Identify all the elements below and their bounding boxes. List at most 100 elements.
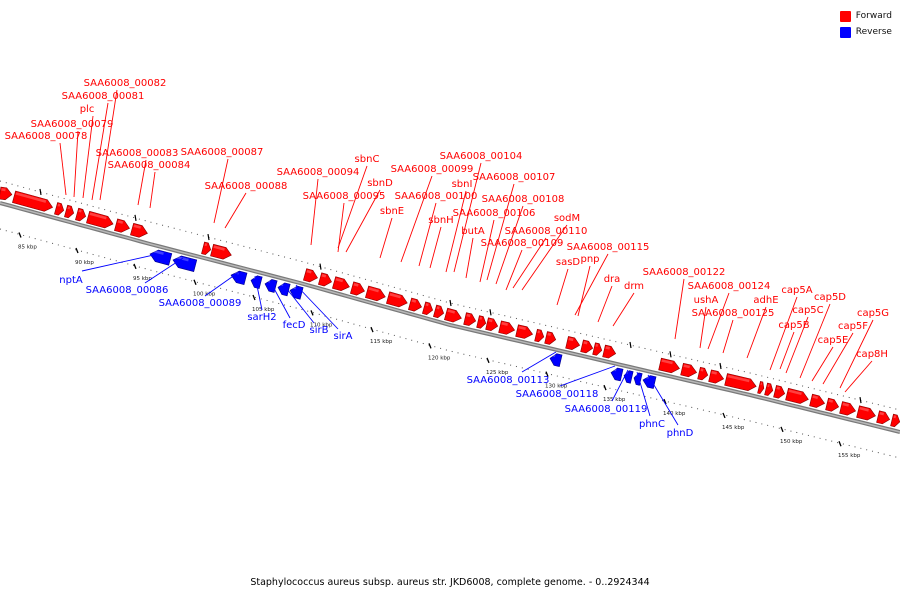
gene-arrow-highlight: [133, 224, 142, 229]
forward-gene-label: sasD: [556, 257, 581, 268]
scale-tick: [428, 343, 432, 349]
forward-gene-arrow[interactable]: [12, 190, 54, 213]
gene-arrow-shape: [544, 331, 557, 345]
forward-gene-arrow[interactable]: [602, 344, 617, 359]
forward-gene-arrow[interactable]: [498, 320, 516, 336]
forward-gene-arrow[interactable]: [303, 268, 319, 284]
gene-arrow-highlight: [266, 279, 271, 283]
gene-leader-line: [73, 130, 79, 198]
forward-gene-arrow[interactable]: [773, 385, 787, 399]
forward-gene-arrow[interactable]: [757, 381, 766, 394]
forward-gene-arrow[interactable]: [580, 339, 594, 354]
forward-gene-label: SAA6008_00088: [205, 181, 288, 192]
gene-leader-line: [295, 284, 339, 330]
forward-gene-arrow[interactable]: [444, 307, 463, 324]
forward-gene-arrow[interactable]: [724, 373, 758, 393]
forward-gene-arrow[interactable]: [544, 331, 557, 346]
forward-gene-arrow[interactable]: [365, 285, 387, 303]
forward-gene-arrow[interactable]: [785, 387, 810, 405]
legend-reverse[interactable]: Reverse: [839, 24, 892, 40]
forward-gene-arrow[interactable]: [680, 362, 698, 378]
forward-gene-label: SAA6008_00109: [481, 238, 564, 249]
gene-arrow-shape: [350, 281, 365, 296]
forward-gene-arrow[interactable]: [825, 397, 841, 413]
forward-gene-arrow[interactable]: [130, 222, 149, 239]
reverse-gene-arrow[interactable]: [276, 281, 291, 297]
reverse-gene-arrow[interactable]: [642, 374, 657, 389]
forward-gene-arrow[interactable]: [433, 304, 445, 319]
forward-gene-label: cap5B: [778, 320, 809, 331]
forward-gene-arrow[interactable]: [658, 357, 681, 374]
forward-gene-arrow[interactable]: [114, 218, 131, 234]
forward-gene-arrow[interactable]: [408, 297, 423, 313]
forward-gene-arrow[interactable]: [764, 382, 775, 396]
forward-gene-label: SAA6008_00078: [5, 131, 88, 142]
forward-gene-arrow[interactable]: [54, 202, 65, 217]
gene-arrow-highlight: [700, 368, 704, 372]
reverse-gene-arrow[interactable]: [288, 285, 304, 300]
forward-gene-label: cap8H: [856, 349, 888, 360]
gene-arrow-highlight: [767, 384, 770, 388]
gene-leader-line: [144, 257, 184, 284]
forward-gene-label: sbnE: [380, 206, 404, 217]
forward-gene-arrow[interactable]: [86, 210, 114, 229]
forward-gene-label: SAA6008_00125: [692, 308, 775, 319]
gene-leader-line: [282, 283, 315, 324]
forward-gene-arrow[interactable]: [809, 393, 826, 409]
forward-gene-arrow[interactable]: [839, 401, 857, 417]
gene-arrow-shape: [697, 366, 709, 381]
forward-gene-arrow[interactable]: [463, 312, 477, 327]
gene-leader-line: [81, 253, 159, 272]
scale-label: 85 kbp: [18, 244, 37, 250]
guide-tick: [39, 188, 42, 196]
gene-leader-line: [379, 217, 393, 259]
gene-arrow-highlight: [828, 399, 834, 403]
forward-gene-label: SAA6008_00104: [440, 151, 523, 162]
gene-arrow-highlight: [760, 382, 763, 386]
forward-gene-arrow[interactable]: [876, 410, 892, 426]
forward-gene-arrow[interactable]: [75, 207, 87, 222]
gene-arrow-highlight: [547, 332, 552, 336]
gene-leader-line: [811, 346, 834, 382]
gene-arrow-shape: [476, 315, 487, 329]
gene-arrow-shape: [708, 369, 725, 384]
gene-arrow-shape: [64, 204, 75, 219]
forward-gene-arrow[interactable]: [64, 204, 75, 219]
forward-gene-label: ushA: [694, 295, 719, 306]
gene-arrow-highlight: [279, 282, 284, 287]
guide-tick: [719, 362, 722, 370]
forward-gene-label: cap5D: [814, 292, 846, 303]
forward-gene-arrow[interactable]: [856, 405, 877, 422]
forward-gene-arrow[interactable]: [515, 324, 534, 340]
forward-gene-label: SAA6008_00108: [482, 194, 565, 205]
forward-gene-label: adhE: [753, 295, 778, 306]
forward-gene-arrow[interactable]: [386, 291, 408, 309]
forward-gene-arrow[interactable]: [201, 241, 212, 256]
reverse-gene-label: fecD: [283, 320, 306, 331]
gene-leader-line: [345, 189, 381, 253]
gene-leader-line: [224, 192, 247, 229]
forward-gene-arrow[interactable]: [890, 413, 900, 428]
forward-gene-arrow[interactable]: [592, 342, 604, 357]
gene-leader-line: [400, 175, 433, 263]
gene-arrow-highlight: [537, 330, 541, 334]
gene-leader-line: [445, 190, 467, 273]
forward-gene-arrow[interactable]: [210, 243, 232, 261]
forward-gene-arrow[interactable]: [485, 317, 499, 332]
reverse-gene-arrow[interactable]: [610, 367, 624, 382]
forward-gene-arrow[interactable]: [476, 315, 488, 330]
forward-gene-arrow[interactable]: [565, 336, 581, 351]
forward-gene-arrow[interactable]: [422, 301, 434, 316]
forward-gene-arrow[interactable]: [697, 366, 709, 381]
legend-forward[interactable]: Forward: [839, 8, 892, 24]
forward-gene-arrow[interactable]: [534, 328, 546, 343]
reverse-gene-arrow[interactable]: [549, 352, 563, 368]
gene-leader-line: [254, 275, 263, 311]
forward-gene-arrow[interactable]: [350, 281, 366, 297]
forward-gene-arrow[interactable]: [318, 272, 333, 288]
reverse-gene-arrow[interactable]: [148, 248, 173, 266]
forward-gene-arrow[interactable]: [708, 369, 725, 385]
forward-gene-arrow[interactable]: [0, 186, 13, 201]
gene-leader-line: [204, 271, 240, 297]
forward-gene-arrow[interactable]: [332, 276, 351, 293]
